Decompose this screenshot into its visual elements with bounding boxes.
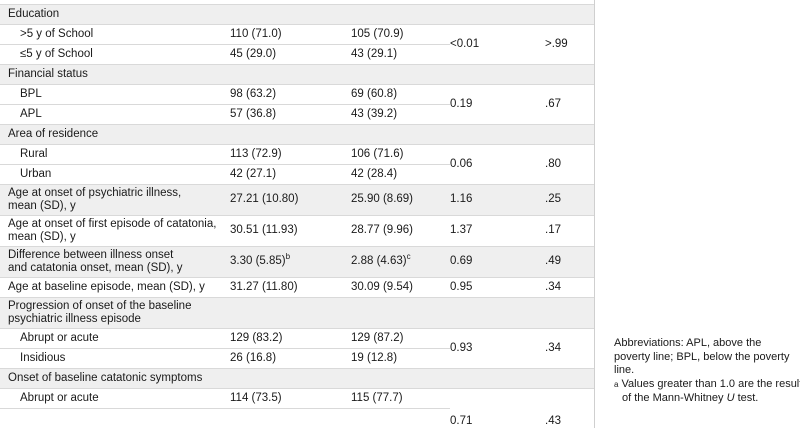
- cell-group2: 43 (39.2): [343, 103, 450, 124]
- cell-pvalue: .43: [545, 387, 595, 428]
- row-label: Education: [0, 3, 595, 24]
- table-row: APL 57 (36.8) 43 (39.2): [0, 103, 594, 124]
- cell-pvalue: .80: [545, 143, 595, 184]
- cell-group2: 105 (70.9): [343, 23, 450, 44]
- row-label: Abrupt or acute: [0, 387, 230, 408]
- cell-group2: 42 (28.4): [343, 163, 450, 184]
- cell-group2: 28.77 (9.96): [343, 214, 450, 246]
- table-row: Insidious 26 (16.8) 19 (12.8): [0, 347, 594, 368]
- row-label: ≤5 y of School: [0, 43, 230, 64]
- cell-group1: 42 (27.1): [230, 163, 343, 184]
- cell-group2: 19 (12.8): [343, 347, 450, 368]
- section-header-progression: Progression of onset of the baseline psyc…: [0, 296, 595, 328]
- table-row: >5 y of School 110 (71.0) 105 (70.9) <0.…: [0, 23, 595, 64]
- table-row: Abrupt or acute 114 (73.5) 115 (77.7) 0.…: [0, 387, 595, 428]
- cell-group2: 2.88 (4.63)c: [343, 245, 450, 277]
- row-label: Abrupt or acute: [0, 327, 230, 348]
- section-header-onset-catatonic: Onset of baseline catatonic symptoms: [0, 367, 595, 388]
- row-label: >5 y of School: [0, 23, 230, 44]
- cell-statistic: 0.06: [450, 143, 545, 184]
- cell-statistic: 0.19: [450, 83, 545, 124]
- cell-group2: 115 (77.7): [343, 387, 450, 408]
- row-label: Difference between illness onset and cata…: [0, 245, 230, 277]
- row-label: Rural: [0, 143, 230, 164]
- cell-group2: 69 (60.8): [343, 83, 450, 104]
- table-row: Age at onset of first episode of cataton…: [0, 214, 595, 246]
- row-label: Insidious: [0, 347, 230, 368]
- row-label: Area of residence: [0, 123, 595, 144]
- cell-group1: 114 (73.5): [230, 387, 343, 408]
- section-header-education: Education: [0, 3, 595, 24]
- cell-statistic: 0.69: [450, 245, 545, 277]
- cell-group1: 31.27 (11.80): [230, 276, 343, 297]
- cell-group1: 3.30 (5.85)b: [230, 245, 343, 277]
- row-label: Age at onset of psychiatric illness, mean…: [0, 183, 230, 215]
- cell-group1: 45 (29.0): [230, 43, 343, 64]
- row-label: Progression of onset of the baseline psyc…: [0, 296, 595, 328]
- table-row: BPL 98 (63.2) 69 (60.8) 0.19 .67: [0, 83, 595, 124]
- row-label: Urban: [0, 163, 230, 184]
- row-label: Age at baseline episode, mean (SD), y: [0, 276, 230, 297]
- cell-statistic: 0.93: [450, 327, 545, 368]
- cell-group1: 98 (63.2): [230, 83, 343, 104]
- cell-statistic: 0.95: [450, 276, 545, 297]
- cell-group2: 25.90 (8.69): [343, 183, 450, 215]
- table-row: Urban 42 (27.1) 42 (28.4): [0, 163, 594, 184]
- cell-pvalue: .49: [545, 245, 595, 277]
- cell-pvalue: >.99: [545, 23, 595, 64]
- abbreviations-note: Abbreviations: APL, above the poverty li…: [614, 337, 790, 376]
- table-row: Age at onset of psychiatric illness, mean…: [0, 183, 595, 215]
- section-header-financial: Financial status: [0, 63, 595, 84]
- section-header-residence: Area of residence: [0, 123, 595, 144]
- cell-statistic: 1.16: [450, 183, 545, 215]
- cell-group2: 106 (71.6): [343, 143, 450, 164]
- cell-statistic: 1.37: [450, 214, 545, 246]
- row-label: BPL: [0, 83, 230, 104]
- cell-pvalue: .25: [545, 183, 595, 215]
- table-row: Difference between illness onset and cata…: [0, 245, 595, 277]
- row-label: Age at onset of first episode of cataton…: [0, 214, 230, 246]
- table-row: Abrupt or acute 129 (83.2) 129 (87.2) 0.…: [0, 327, 595, 368]
- cell-pvalue: .17: [545, 214, 595, 246]
- row-label: Financial status: [0, 63, 595, 84]
- row-label: APL: [0, 103, 230, 124]
- cell-statistic: <0.01: [450, 23, 545, 64]
- table-row: [0, 0, 595, 4]
- cell-group2: 30.09 (9.54): [343, 276, 450, 297]
- cell-pvalue: .34: [545, 327, 595, 368]
- cell-group1: 110 (71.0): [230, 23, 343, 44]
- row-label: Onset of baseline catatonic symptoms: [0, 367, 595, 388]
- cell-statistic: 0.71: [450, 387, 545, 428]
- table-row: Age at baseline episode, mean (SD), y 31…: [0, 276, 595, 297]
- table-row: ≤5 y of School 45 (29.0) 43 (29.1): [0, 43, 594, 64]
- cell-group2: 129 (87.2): [343, 327, 450, 348]
- cell-group2: 43 (29.1): [343, 43, 450, 64]
- cell-group1: 27.21 (10.80): [230, 183, 343, 215]
- footnote-a: a Values greater than 1.0 are the result…: [614, 378, 800, 404]
- cell-group1: 129 (83.2): [230, 327, 343, 348]
- cell-group1: 30.51 (11.93): [230, 214, 343, 246]
- cell-group1: 26 (16.8): [230, 347, 343, 368]
- cell-pvalue: .67: [545, 83, 595, 124]
- demographics-table: Education >5 y of School 110 (71.0) 105 …: [0, 0, 595, 428]
- table-row: Rural 113 (72.9) 106 (71.6) 0.06 .80: [0, 143, 595, 184]
- cell-group1: 113 (72.9): [230, 143, 343, 164]
- cell-pvalue: .34: [545, 276, 595, 297]
- cell-group1: 57 (36.8): [230, 103, 343, 124]
